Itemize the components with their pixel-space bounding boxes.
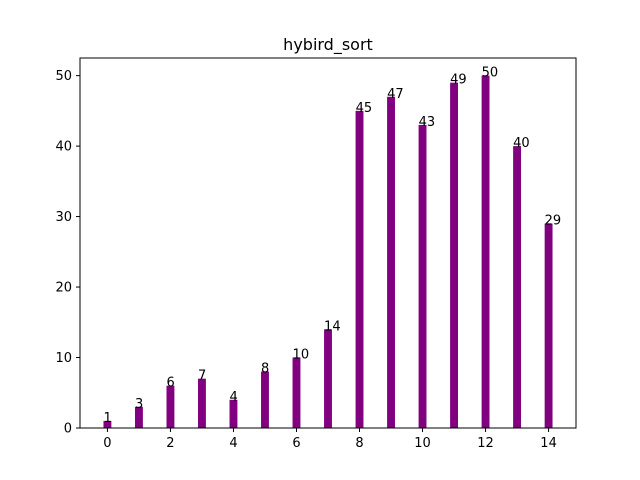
bar-3 [198, 378, 206, 428]
bar-5 [261, 371, 269, 428]
x-tick-label-4: 4 [229, 436, 237, 451]
chart-title: hybird_sort [283, 35, 373, 55]
data-label-14: 29 [545, 214, 562, 229]
data-label-4: 4 [230, 390, 238, 405]
x-tick-label-2: 2 [166, 436, 174, 451]
y-tick-label-10: 10 [55, 351, 72, 366]
bar-6 [292, 357, 301, 428]
bar-4 [229, 399, 238, 428]
bar-8 [355, 110, 364, 429]
x-tick-label-6: 6 [292, 436, 300, 451]
bar-10 [418, 124, 427, 428]
x-tick-label-14: 14 [540, 436, 557, 451]
data-labels-group: 1 3 6 7 4 8 10 14 45 47 43 49 50 40 29 [103, 66, 561, 426]
data-label-8: 45 [356, 101, 373, 116]
data-label-0: 1 [103, 411, 111, 426]
y-tick-label-20: 20 [55, 281, 72, 296]
y-tick-label-40: 40 [55, 140, 72, 155]
y-tick-label-50: 50 [55, 69, 72, 84]
bar-1 [134, 406, 143, 428]
y-axis: 0 10 20 30 40 50 [55, 69, 80, 437]
y-tick-label-0: 0 [64, 422, 72, 437]
data-label-12: 50 [482, 66, 499, 81]
data-label-2: 6 [167, 376, 175, 391]
x-tick-label-12: 12 [477, 436, 494, 451]
plot-area-frame [79, 57, 577, 429]
bars-group [103, 75, 553, 429]
bar-2 [166, 385, 175, 428]
data-label-6: 10 [293, 348, 310, 363]
bar-7 [324, 329, 332, 428]
data-label-1: 3 [135, 397, 143, 412]
x-axis: 0 2 4 6 8 10 12 14 [103, 428, 557, 451]
bar-14 [544, 223, 553, 428]
y-tick-label-30: 30 [55, 210, 72, 225]
data-label-13: 40 [513, 136, 530, 151]
x-tick-label-10: 10 [414, 436, 431, 451]
data-label-11: 49 [450, 73, 467, 88]
data-label-10: 43 [419, 115, 436, 130]
bar-12 [481, 75, 490, 429]
bar-13 [513, 146, 522, 428]
data-label-5: 8 [261, 362, 269, 377]
data-label-3: 7 [198, 369, 206, 384]
x-tick-label-8: 8 [355, 436, 363, 451]
bar-0 [103, 420, 112, 428]
data-label-9: 47 [387, 87, 404, 102]
x-tick-label-0: 0 [103, 436, 111, 451]
data-label-7: 14 [324, 319, 341, 334]
bar-9 [387, 96, 395, 428]
bar-11 [450, 82, 458, 429]
